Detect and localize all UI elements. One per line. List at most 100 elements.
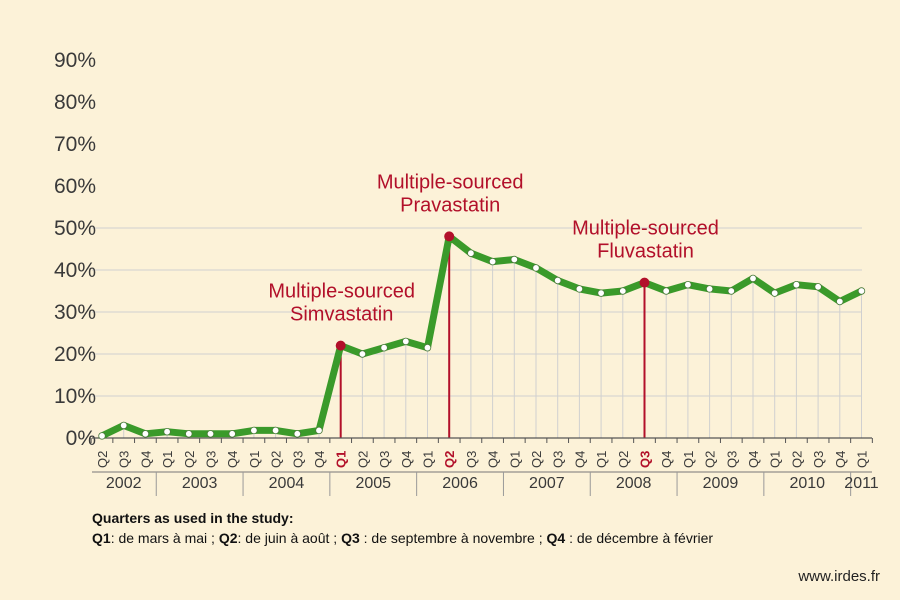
quarter-label: Q2: [182, 451, 197, 468]
quarter-label: Q1: [160, 451, 175, 468]
y-tick-label: 60%: [54, 175, 96, 198]
quarter-label: Q4: [138, 451, 153, 468]
annotation-label: Multiple-sourced: [572, 218, 719, 240]
quarter-label: Q2: [616, 451, 631, 468]
footnote-item: Q4 : de décembre à février: [546, 530, 714, 546]
quarter-label: Q4: [399, 451, 414, 468]
data-point: [402, 337, 410, 346]
data-point: [684, 281, 692, 289]
year-label: 2006: [442, 475, 478, 492]
annotation-label: Fluvastatin: [597, 241, 694, 263]
footnote-item: Q1: de mars à mai ;: [92, 530, 219, 546]
footnote-title: Quarters as used in the study:: [92, 510, 294, 526]
data-point: [250, 426, 258, 435]
quarter-label: Q3: [377, 451, 392, 468]
footnote-item: Q2: de juin à août ;: [218, 530, 342, 546]
year-label: 2002: [106, 475, 142, 492]
year-label: 2003: [182, 475, 218, 492]
quarter-label: Q3: [464, 451, 479, 468]
quarter-label: Q1: [681, 451, 696, 468]
quarter-label: Q4: [746, 451, 761, 468]
data-point: [814, 283, 822, 291]
y-tick-label: 80%: [54, 91, 96, 114]
data-point: [98, 432, 106, 440]
data-point: [857, 287, 866, 295]
data-point: [727, 287, 735, 295]
data-point: [488, 257, 497, 266]
y-tick-label: 10%: [54, 385, 96, 408]
quarter-label: Q3: [638, 451, 653, 468]
year-label: 2005: [355, 475, 391, 492]
data-point: [228, 430, 236, 438]
y-tick-label: 20%: [54, 343, 96, 366]
quarter-label: Q3: [811, 451, 826, 468]
data-point: [771, 289, 779, 297]
footnote: Quarters as used in the study: Q1: de ma…: [92, 508, 872, 548]
year-label: 2007: [529, 475, 565, 492]
year-label: 2004: [269, 475, 305, 492]
data-point: [315, 426, 323, 435]
data-point: [119, 421, 128, 430]
annotation-label: Multiple-sourced: [268, 281, 415, 303]
quarter-label: Q4: [833, 451, 848, 468]
quarter-label: Q2: [703, 451, 718, 468]
year-label: 2009: [703, 475, 739, 492]
data-point: [575, 285, 584, 293]
quarter-label: Q1: [768, 451, 783, 468]
line-chart: 0%10%20%30%40%50%60%70%80%90% Q2 Q3 Q4 Q1 Q2…: [54, 49, 879, 496]
quarter-label: Q1: [507, 451, 522, 468]
year-label: 2008: [616, 475, 652, 492]
quarter-label: Q4: [486, 451, 501, 468]
data-point: [423, 344, 432, 352]
quarter-label: Q3: [724, 451, 739, 468]
data-point: [749, 274, 757, 283]
quarter-label: Q1: [855, 451, 870, 468]
quarter-label: Q1: [594, 451, 609, 468]
data-point: [206, 430, 215, 438]
data-points: [98, 231, 866, 440]
quarter-label: Q3: [290, 451, 305, 468]
y-axis-tick-labels: 0% 10% 20% 30% 40% 50% 60% 70% 80% 90%: [54, 49, 96, 450]
data-point: [532, 264, 540, 272]
quarter-label: Q4: [659, 451, 674, 468]
y-tick-label: 70%: [54, 133, 96, 156]
data-point: [141, 430, 150, 438]
y-tick-label: 40%: [54, 259, 96, 282]
quarter-label: Q1: [334, 451, 349, 468]
quarter-label: Q3: [204, 451, 219, 468]
data-point: [619, 287, 627, 295]
annotation-label: Simvastatin: [290, 304, 393, 326]
quarter-label: Q4: [572, 451, 587, 468]
annotation-label: Pravastatin: [400, 194, 500, 216]
y-tick-label: 30%: [54, 301, 96, 324]
quarter-label: Q3: [117, 451, 132, 468]
vertical-drop-lines: [123, 236, 862, 438]
quarter-label: Q4: [225, 451, 240, 468]
footnote-item: Q3 : de septembre à novembre ;: [341, 530, 547, 546]
data-point: [510, 255, 518, 264]
annotation-label: Multiple-sourced: [377, 171, 524, 193]
data-point: [380, 344, 388, 352]
quarter-label: Q3: [551, 451, 566, 468]
x-axis: [90, 437, 873, 473]
data-point: [185, 430, 193, 438]
highlight-point: [639, 277, 650, 288]
year-label: 2011: [844, 475, 879, 492]
y-tick-label: 0%: [66, 427, 96, 450]
quarter-label: Q4: [312, 451, 327, 468]
highlight-point: [444, 231, 455, 242]
x-axis-quarter-labels: Q2 Q3 Q4 Q1 Q2 Q3 Q4 Q1 Q2 Q3 Q4 Q1 Q2 Q3 Q4 Q1 Q2 Q3 Q4 Q1…: [95, 451, 870, 468]
quarter-label: Q2: [355, 451, 370, 468]
annotations: Multiple-sourcedSimvastatinMultiple-sour…: [268, 171, 719, 325]
year-label: 2010: [789, 475, 825, 492]
quarter-label: Q2: [95, 451, 110, 468]
data-point: [467, 249, 475, 257]
data-point: [293, 430, 301, 438]
y-tick-label: 90%: [54, 49, 96, 72]
data-point: [163, 428, 171, 436]
quarter-label: Q2: [789, 451, 804, 468]
series-polyline: [98, 232, 865, 440]
source-credit: www.irdes.fr: [798, 568, 880, 585]
y-tick-label: 50%: [54, 217, 96, 240]
data-point: [597, 289, 605, 297]
